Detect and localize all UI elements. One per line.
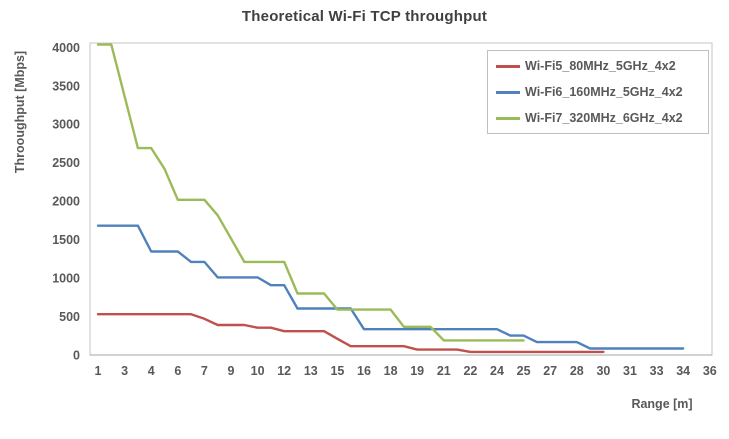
y-tick-label: 4000: [52, 41, 80, 55]
y-tick-label: 2500: [52, 156, 80, 170]
x-tick-label: 22: [463, 364, 477, 378]
x-tick-label: 30: [596, 364, 610, 378]
x-tick-label: 36: [703, 364, 717, 378]
x-tick-label: 9: [228, 364, 235, 378]
x-tick-label: 7: [201, 364, 208, 378]
x-tick-label: 24: [490, 364, 504, 378]
x-tick-label: 1: [95, 364, 102, 378]
y-tick-label: 3000: [52, 118, 80, 132]
x-tick-label: 12: [277, 364, 291, 378]
legend-swatch-line: [496, 64, 520, 68]
x-tick-label: 13: [304, 364, 318, 378]
x-tick-label: 28: [570, 364, 584, 378]
y-tick-label: 500: [59, 310, 80, 324]
x-tick-label: 21: [437, 364, 451, 378]
legend-item-label: Wi-Fi6_160MHz_5GHz_4x2: [525, 85, 683, 99]
legend-item: Wi-Fi7_320MHz_6GHz_4x2: [496, 111, 708, 125]
chart-title: Theoretical Wi-Fi TCP throughput: [241, 8, 488, 25]
x-tick-label: 16: [357, 364, 371, 378]
y-tick-label: 3500: [52, 79, 80, 93]
legend-swatch-line: [496, 116, 520, 120]
y-tick-label: 1000: [52, 272, 80, 286]
y-tick-label: 0: [73, 349, 80, 363]
y-tick-label: 1500: [52, 233, 80, 247]
y-axis-title: Throoughput [Mbps]: [13, 51, 27, 173]
x-tick-label: 4: [148, 364, 155, 378]
x-tick-label: 33: [650, 364, 664, 378]
legend-swatch-line: [496, 90, 520, 94]
legend: Wi-Fi5_80MHz_5GHz_4x2 Wi-Fi6_160MHz_5GHz_…: [487, 50, 709, 134]
x-tick-label: 27: [543, 364, 557, 378]
series-line-Wi-Fi5_80MHz_5GHz_4x2: [96, 313, 605, 354]
y-tick-label: 2000: [52, 195, 80, 209]
legend-item-label: Wi-Fi5_80MHz_5GHz_4x2: [525, 59, 676, 73]
x-axis-title: Range [m]: [631, 397, 693, 411]
x-tick-label: 34: [676, 364, 690, 378]
legend-item: Wi-Fi5_80MHz_5GHz_4x2: [496, 59, 708, 73]
x-tick-label: 6: [174, 364, 181, 378]
x-tick-label: 25: [517, 364, 531, 378]
x-tick-label: 3: [121, 364, 128, 378]
x-tick-label: 10: [251, 364, 265, 378]
x-tick-label: 15: [330, 364, 344, 378]
legend-item-label: Wi-Fi7_320MHz_6GHz_4x2: [525, 111, 683, 125]
series-line-Wi-Fi6_160MHz_5GHz_4x2: [96, 224, 685, 350]
legend-item: Wi-Fi6_160MHz_5GHz_4x2: [496, 85, 708, 99]
x-tick-label: 18: [384, 364, 398, 378]
x-tick-label: 19: [410, 364, 424, 378]
x-tick-label: 31: [623, 364, 637, 378]
series-line-Wi-Fi7_320MHz_6GHz_4x2: [96, 43, 525, 342]
